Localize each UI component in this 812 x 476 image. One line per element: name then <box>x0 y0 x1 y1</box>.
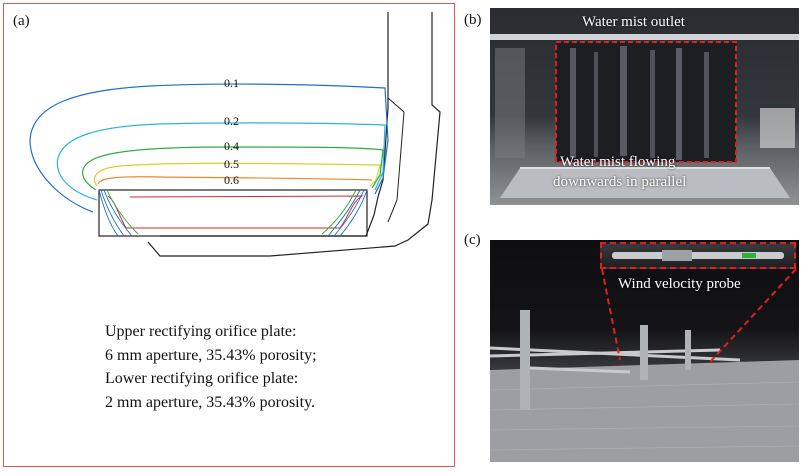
duct-inner-wall <box>387 97 405 223</box>
contour-line-0-5 <box>93 162 381 187</box>
contour-diagram: 0.1 0.2 0.4 0.5 0.6 <box>29 12 441 257</box>
probe-photo: Wind velocity probe <box>490 240 799 462</box>
water-mist-photo: Water mist outlet Water mist flowing dow… <box>490 8 799 205</box>
contour-label-0-2: 0.2 <box>224 114 239 128</box>
mist-streaks <box>570 46 709 160</box>
mist-highlight-box <box>555 41 737 163</box>
pipe <box>490 34 799 40</box>
panel-c-label: (c) <box>464 232 481 248</box>
contour-line-0-4 <box>82 146 384 191</box>
floor-grid <box>490 381 799 451</box>
contour-label-0-4: 0.4 <box>224 139 239 153</box>
contour-label-0-1: 0.1 <box>224 76 239 90</box>
callout-line-right <box>709 268 797 363</box>
probe-inset <box>600 242 796 269</box>
contour-line-0-6 <box>97 176 373 185</box>
contour-wall-right <box>327 189 368 237</box>
outlet-label: Water mist outlet <box>582 14 685 30</box>
probe-label: Wind velocity probe <box>618 276 741 292</box>
contour-label-0-5: 0.5 <box>224 157 239 171</box>
water-mist-scene <box>490 34 799 198</box>
probe-stands <box>520 310 691 410</box>
caption-line-2: 6 mm aperture, 35.43% porosity; <box>105 346 317 364</box>
contour-label-0-6: 0.6 <box>224 173 239 187</box>
duct-outline-outer <box>147 12 441 257</box>
contour-wall-left <box>98 189 133 237</box>
contour-wall-left-2 <box>106 189 139 235</box>
contour-wall-right-2 <box>321 189 357 235</box>
caption-line-3: Lower rectifying orifice plate: <box>105 370 299 387</box>
panel-a-label: (a) <box>13 13 30 29</box>
probe-closeup <box>612 250 784 261</box>
contour-line-inner <box>107 195 364 229</box>
panel-a-frame <box>3 3 455 467</box>
mist-region <box>556 42 736 162</box>
caption-line-1: Upper rectifying orifice plate: <box>105 323 297 340</box>
contour-line-0-2 <box>56 122 386 201</box>
flow-label-line-1: Water mist flowing <box>560 154 676 170</box>
flow-label-line-2: downwards in parallel <box>553 174 687 190</box>
tray <box>500 168 790 198</box>
probe-scene <box>490 268 799 462</box>
plate-rectangle <box>98 189 368 237</box>
caption-line-4: 2 mm aperture, 35.43% porosity. <box>105 393 316 411</box>
floor <box>490 360 799 462</box>
contour-line-0-1 <box>29 83 389 213</box>
panel-b-label: (b) <box>464 12 482 28</box>
plate-caption: Upper rectifying orifice plate: 6 mm ape… <box>105 320 317 414</box>
callout-line-left <box>601 268 621 361</box>
